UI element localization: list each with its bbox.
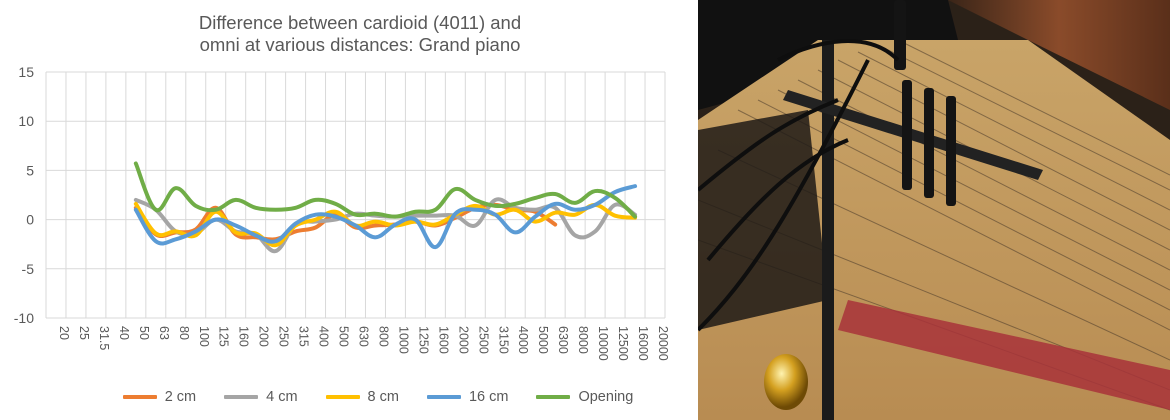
x-tick-label: 6300	[556, 326, 570, 354]
x-tick-label: 31.5	[97, 326, 111, 350]
x-tick-label: 16000	[636, 326, 650, 361]
legend-item: Opening	[536, 389, 633, 405]
photo-illustration	[698, 0, 1170, 420]
chart-legend: 2 cm 4 cm 8 cm 16 cm Opening	[60, 386, 696, 408]
x-tick-label: 12500	[616, 326, 630, 361]
y-tick-label: -10	[14, 310, 34, 326]
chart-title-line-2: omni at various distances: Grand piano	[199, 34, 521, 55]
x-tick-label: 250	[277, 326, 291, 347]
x-tick-label: 2000	[456, 326, 470, 354]
series-line-16-cm	[133, 184, 638, 250]
chart-panel: Difference between cardioid (4011) and o…	[13, 12, 696, 408]
legend-label: 8 cm	[367, 389, 399, 405]
y-tick-label: -5	[22, 261, 35, 277]
x-tick-label: 125	[217, 326, 231, 347]
legend-swatch	[426, 395, 461, 399]
x-tick-label: 80	[177, 326, 191, 340]
legend-swatch	[224, 395, 259, 399]
x-tick-label: 5000	[536, 326, 550, 354]
y-tick-label: 10	[18, 113, 34, 129]
x-tick-label: 200	[257, 326, 271, 347]
x-tick-label: 315	[297, 326, 311, 347]
series-line-opening	[133, 161, 638, 219]
y-tick-label: 0	[26, 212, 34, 228]
legend-swatch	[325, 395, 360, 399]
x-tick-label: 500	[337, 326, 351, 347]
legend-label: 2 cm	[164, 389, 197, 405]
x-tick-label: 40	[117, 326, 131, 340]
legend-item: 4 cm	[224, 389, 298, 405]
x-tick-label: 630	[357, 326, 371, 347]
x-tick-label: 160	[237, 326, 251, 347]
x-tick-label: 4000	[516, 326, 530, 354]
legend-item: 2 cm	[122, 389, 197, 405]
legend-swatch	[536, 395, 571, 399]
y-tick-label: 15	[18, 64, 34, 80]
legend-item: 8 cm	[325, 389, 399, 405]
x-tick-label: 1600	[436, 326, 450, 354]
piano-microphone-photo	[698, 0, 1170, 420]
x-tick-label: 63	[157, 326, 171, 340]
x-tick-label: 2500	[476, 326, 490, 354]
y-tick-label: 5	[26, 162, 34, 178]
legend-swatch	[122, 395, 157, 399]
x-tick-label: 25	[77, 326, 91, 340]
x-tick-label: 1250	[416, 326, 430, 354]
legend-label: 16 cm	[468, 389, 509, 405]
x-tick-label: 400	[317, 326, 331, 347]
x-tick-label: 3150	[496, 326, 510, 354]
x-tick-label: 50	[137, 326, 151, 340]
x-tick-label: 8000	[576, 326, 590, 354]
x-tick-label: 10000	[596, 326, 610, 361]
series-line-8-cm	[133, 201, 638, 248]
legend-item: 16 cm	[426, 389, 509, 405]
legend-label: Opening	[578, 389, 634, 405]
chart-title: Difference between cardioid (4011) and o…	[90, 12, 630, 56]
chart-title-line-1: Difference between cardioid (4011) and	[198, 12, 522, 33]
x-tick-label: 1000	[396, 326, 410, 354]
x-tick-label: 100	[197, 326, 211, 347]
x-tick-label: 20000	[656, 326, 670, 361]
x-tick-label: 800	[376, 326, 390, 347]
x-tick-label: 20	[57, 326, 71, 340]
legend-label: 4 cm	[266, 389, 298, 405]
